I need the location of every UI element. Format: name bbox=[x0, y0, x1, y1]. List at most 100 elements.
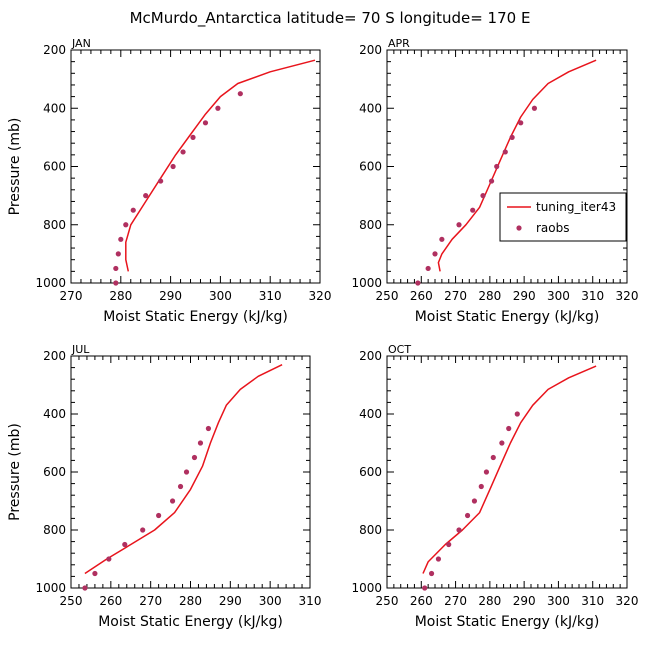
y-tick-label: 800 bbox=[359, 218, 382, 232]
obs-point bbox=[205, 425, 212, 432]
obs-point bbox=[422, 585, 428, 591]
obs-point bbox=[202, 120, 209, 126]
obs-point bbox=[113, 265, 119, 272]
x-tick-label: 290 bbox=[219, 594, 242, 608]
y-tick-label: 1000 bbox=[351, 581, 382, 595]
obs-point bbox=[158, 178, 164, 184]
obs-point bbox=[82, 585, 88, 591]
panel-month-label: JUL bbox=[71, 343, 90, 356]
panel-jul: 250 260 270 280 290 300 310 200 400 600 800 1000 JUL… bbox=[7, 343, 321, 630]
x-tick-label: 290 bbox=[159, 289, 182, 303]
y-tick-label: 800 bbox=[359, 523, 382, 537]
legend-box bbox=[499, 192, 627, 242]
x-tick-label: 260 bbox=[410, 594, 433, 608]
x-tick-label: 320 bbox=[616, 289, 639, 303]
y-axis-label: Pressure (mb) bbox=[7, 118, 23, 216]
x-tick-label: 260 bbox=[410, 289, 433, 303]
obs-point bbox=[180, 149, 186, 155]
x-tick-label: 250 bbox=[376, 289, 399, 303]
y-tick-label: 400 bbox=[359, 101, 382, 115]
obs-point bbox=[531, 105, 538, 111]
obs-point bbox=[156, 512, 162, 519]
y-tick-label: 400 bbox=[359, 407, 382, 421]
panel-month-label: OCT bbox=[388, 343, 411, 356]
y-tick-label: 1000 bbox=[35, 276, 66, 290]
obs-point bbox=[115, 251, 121, 257]
x-tick-label: 320 bbox=[309, 289, 332, 303]
obs-point bbox=[183, 469, 190, 475]
obs-point bbox=[197, 440, 204, 446]
x-tick-label: 300 bbox=[259, 594, 282, 608]
x-axis-label: Moist Static Energy (kJ/kg) bbox=[98, 614, 283, 630]
panel-oct: 250 260 270 280 290 300 310 320 200 400 600 800 1000… bbox=[351, 343, 638, 630]
obs-point bbox=[514, 411, 520, 417]
obs-point bbox=[494, 163, 500, 170]
legend-obs-label: raobs bbox=[536, 221, 570, 235]
x-tick-label: 270 bbox=[139, 594, 162, 608]
obs-point bbox=[509, 134, 515, 140]
x-tick-label: 250 bbox=[376, 594, 399, 608]
y-tick-label: 200 bbox=[359, 43, 382, 57]
obs-point bbox=[122, 541, 128, 548]
obs-point bbox=[190, 134, 196, 140]
x-tick-label: 300 bbox=[209, 289, 232, 303]
y-tick-label: 800 bbox=[43, 218, 66, 232]
x-tick-label: 310 bbox=[299, 594, 322, 608]
y-tick-label: 600 bbox=[43, 465, 66, 479]
y-tick-label: 400 bbox=[43, 407, 66, 421]
x-tick-label: 310 bbox=[581, 289, 604, 303]
obs-point bbox=[191, 454, 198, 461]
panel-month-label: JAN bbox=[71, 37, 91, 50]
legend: tuning_iter43 raobs bbox=[499, 192, 627, 242]
obs-point bbox=[415, 280, 421, 286]
y-tick-label: 200 bbox=[359, 349, 382, 363]
x-tick-label: 320 bbox=[616, 594, 639, 608]
x-tick-label: 280 bbox=[478, 594, 501, 608]
y-tick-label: 200 bbox=[43, 349, 66, 363]
x-tick-label: 290 bbox=[513, 594, 536, 608]
obs-point bbox=[439, 236, 445, 242]
legend-model-label: tuning_iter43 bbox=[536, 200, 616, 214]
obs-point bbox=[92, 570, 98, 577]
panel-month-label: APR bbox=[388, 37, 410, 50]
x-tick-label: 290 bbox=[513, 289, 536, 303]
y-tick-label: 1000 bbox=[35, 581, 66, 595]
y-tick-label: 1000 bbox=[351, 276, 382, 290]
panel-apr: 250 260 270 280 290 300 310 320 200 400 600 800 1000… bbox=[351, 37, 638, 325]
obs-point bbox=[106, 556, 112, 562]
x-tick-label: 300 bbox=[547, 289, 570, 303]
obs-point bbox=[480, 193, 486, 199]
obs-point bbox=[499, 440, 505, 446]
obs-point bbox=[123, 222, 129, 228]
obs-point bbox=[237, 91, 243, 97]
panel-jan: 270 280 290 300 310 320 200 400 600 800 1000 JAN Moi… bbox=[7, 37, 331, 325]
figure-title: McMurdo_Antarctica latitude= 70 S longit… bbox=[130, 9, 531, 28]
x-tick-label: 270 bbox=[444, 594, 467, 608]
obs-point bbox=[470, 207, 476, 213]
model-series-line bbox=[422, 365, 597, 574]
x-tick-label: 280 bbox=[478, 289, 501, 303]
obs-point bbox=[170, 163, 176, 170]
model-series-line bbox=[84, 364, 283, 575]
obs-point bbox=[140, 527, 146, 533]
x-tick-label: 310 bbox=[581, 594, 604, 608]
obs-point bbox=[177, 483, 184, 490]
y-tick-label: 600 bbox=[359, 160, 382, 174]
obs-point bbox=[130, 207, 136, 213]
y-axis-label: Pressure (mb) bbox=[7, 423, 23, 521]
obs-point bbox=[425, 265, 431, 272]
y-tick-label: 600 bbox=[43, 160, 66, 174]
obs-point bbox=[471, 498, 478, 504]
obs-point bbox=[435, 556, 442, 562]
x-tick-label: 250 bbox=[60, 594, 83, 608]
obs-point bbox=[169, 498, 176, 504]
x-tick-label: 280 bbox=[109, 289, 132, 303]
x-axis-label: Moist Static Energy (kJ/kg) bbox=[415, 614, 600, 630]
plot-frame bbox=[70, 49, 321, 284]
obs-point bbox=[456, 222, 462, 228]
model-series-line bbox=[437, 59, 597, 272]
x-axis-label: Moist Static Energy (kJ/kg) bbox=[103, 309, 288, 325]
obs-point bbox=[518, 120, 524, 126]
x-tick-label: 270 bbox=[444, 289, 467, 303]
